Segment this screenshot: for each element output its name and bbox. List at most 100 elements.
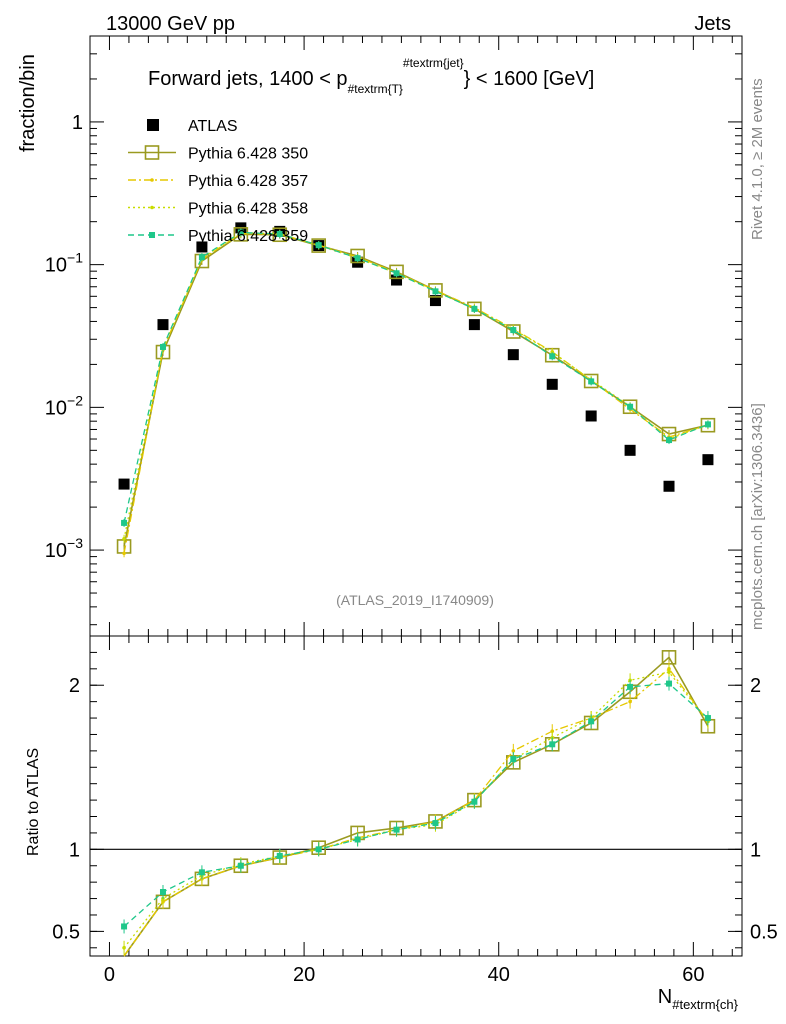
series-pythia-6-428-357-line (123, 232, 709, 554)
series-pythia-6-428-359-point (237, 229, 244, 236)
title-after: } < 1600 [GeV] (464, 68, 595, 90)
energy-label: 13000 GeV pp (106, 13, 235, 35)
title-superscript: #textrm{jet} (403, 56, 464, 70)
series-pythia-6-428-359-ratio-point (393, 826, 400, 833)
series-pythia-6-428-359-point (315, 242, 322, 249)
y-tick-base: 10 (45, 540, 67, 562)
series-pythia-6-428-359-point (354, 255, 361, 262)
series-pythia-6-428-350-point (428, 283, 443, 298)
series-pythia-6-428-350-point (700, 417, 716, 433)
x-axis-label-subscript: #textrm{ch} (672, 997, 738, 1012)
series-pythia-6-428-350-point (350, 248, 365, 264)
legend-pythia-6-428-359-label: Pythia 6.428 359 (188, 228, 308, 245)
series-atlas-point (157, 319, 169, 331)
y-tick-base: 10 (45, 255, 67, 277)
ratio-plot-frame (89, 635, 743, 957)
series-atlas-point (118, 478, 130, 490)
series-pythia-6-428-359-point (159, 343, 166, 350)
series-pythia-6-428-350-point (272, 227, 288, 243)
series-atlas-point (546, 378, 558, 390)
series-pythia-6-428-350-point (583, 373, 599, 389)
series-pythia-6-428-359-point (393, 270, 400, 277)
series-pythia-6-428-357-ratio-point (628, 699, 632, 704)
y-tick-label-ratio: 1 (69, 839, 80, 861)
series-pythia-6-428-357-ratio-point (511, 749, 516, 753)
series-pythia-6-428-359-point (432, 288, 439, 295)
y-tick-base: 1 (72, 112, 83, 134)
series-atlas-point (468, 319, 480, 331)
series-pythia-6-428-359-point (276, 230, 283, 237)
y-tick-label-ratio: 2 (69, 675, 80, 697)
series-pythia-6-428-359-ratio-point (276, 852, 283, 859)
legend: ATLAS Pythia 6.428 350 Pythia 6.428 357 Pyt… (128, 118, 308, 245)
series-pythia-6-428-359-ratio-point (159, 889, 166, 895)
legend-pythia-6-428-350-label: Pythia 6.428 350 (188, 146, 308, 163)
site-label: mcplots.cern.ch [arXiv:1306.3436] (749, 403, 766, 630)
x-axis-label-main: N (658, 986, 672, 1008)
legend-atlas-marker (147, 119, 159, 131)
series-atlas-point (702, 454, 714, 466)
series-pythia-6-428-358-point (122, 536, 126, 541)
series-pythia-6-428-359-point (198, 254, 205, 261)
y-axis-label-main: fraction/bin (17, 54, 39, 152)
y-tick-exponent: −2 (67, 392, 83, 408)
series-pythia-6-428-359-point (549, 353, 556, 360)
series-pythia-6-428-350-point (389, 264, 404, 280)
title-subscript: #textrm{T} (348, 82, 403, 96)
series-pythia-6-428-357-point (122, 551, 126, 556)
series-pythia-6-428-359-ratio-point (510, 756, 517, 763)
y-tick-label-ratio-right: 1 (750, 839, 761, 861)
title-before: Forward jets, 1400 < p (148, 68, 348, 90)
y-tick-label-main: 10−3 (45, 535, 83, 562)
series-pythia-6-428-358-ratio-line (123, 671, 709, 949)
series-atlas-point (663, 480, 675, 492)
y-tick-label-main: 10−2 (45, 392, 83, 419)
series-pythia-6-428-359-ratio-point (315, 846, 322, 853)
series-pythia-6-428-358-ratio-point (122, 945, 126, 950)
series-pythia-6-428-359-ratio-point (121, 923, 128, 930)
series-atlas-point (391, 274, 403, 286)
x-tick-label: 60 (682, 964, 704, 986)
legend-pythia-6-428-358-marker (150, 205, 154, 210)
x-axis-label: N#textrm{ch} (658, 986, 739, 1012)
rivet-label: Rivet 4.1.0, ≥ 2M events (749, 78, 766, 240)
legend-atlas-label: ATLAS (188, 118, 238, 135)
series-pythia-6-428-359-point (704, 421, 711, 428)
y-tick-label-main: 10−1 (45, 250, 83, 277)
series-pythia-6-428-359-ratio-point (666, 680, 673, 687)
series-pythia-6-428-359-ratio-point (627, 683, 634, 690)
series-atlas-point (429, 295, 441, 307)
series-pythia-6-428-359-point (666, 437, 673, 444)
series-atlas-point (585, 410, 597, 422)
series-pythia-6-428-359-ratio-line (123, 682, 709, 927)
series-pythia-6-428-358-ratio-point (667, 670, 671, 674)
series-pythia-6-428-359-ratio-point (237, 862, 244, 869)
x-tick-label: 20 (293, 964, 315, 986)
series-atlas-point (507, 349, 519, 361)
y-tick-base: 10 (45, 397, 67, 419)
series-pythia-6-428-359-ratio-point (704, 715, 711, 722)
series-pythia-6-428-359-point (627, 403, 634, 410)
y-tick-exponent: −1 (67, 250, 83, 266)
series-pythia-6-428-359-ratio-point (549, 741, 556, 748)
y-tick-label-ratio: 0.5 (52, 921, 80, 943)
series-pythia-6-428-359-ratio-point (354, 836, 361, 843)
series-pythia-6-428-359-point (471, 305, 478, 312)
legend-pythia-6-428-357-label: Pythia 6.428 357 (188, 173, 308, 190)
analysis-watermark: (ATLAS_2019_I1740909) (336, 592, 494, 608)
y-tick-label-main: 1 (72, 112, 83, 134)
series-pythia-6-428-350-point (233, 227, 249, 242)
series-pythia-6-428-358-line (123, 232, 709, 539)
data-series (116, 145, 716, 957)
series-pythia-6-428-359-point (588, 378, 595, 385)
category-label: Jets (694, 13, 731, 35)
series-pythia-6-428-359-ratio-point (471, 798, 478, 805)
series-pythia-6-428-359-point (121, 519, 128, 526)
x-tick-label: 0 (104, 964, 115, 986)
y-tick-label-ratio-right: 0.5 (750, 921, 778, 943)
series-pythia-6-428-350-point (467, 301, 482, 317)
series-atlas-point (624, 444, 636, 456)
y-axis-label-ratio: Ratio to ATLAS (25, 748, 42, 856)
